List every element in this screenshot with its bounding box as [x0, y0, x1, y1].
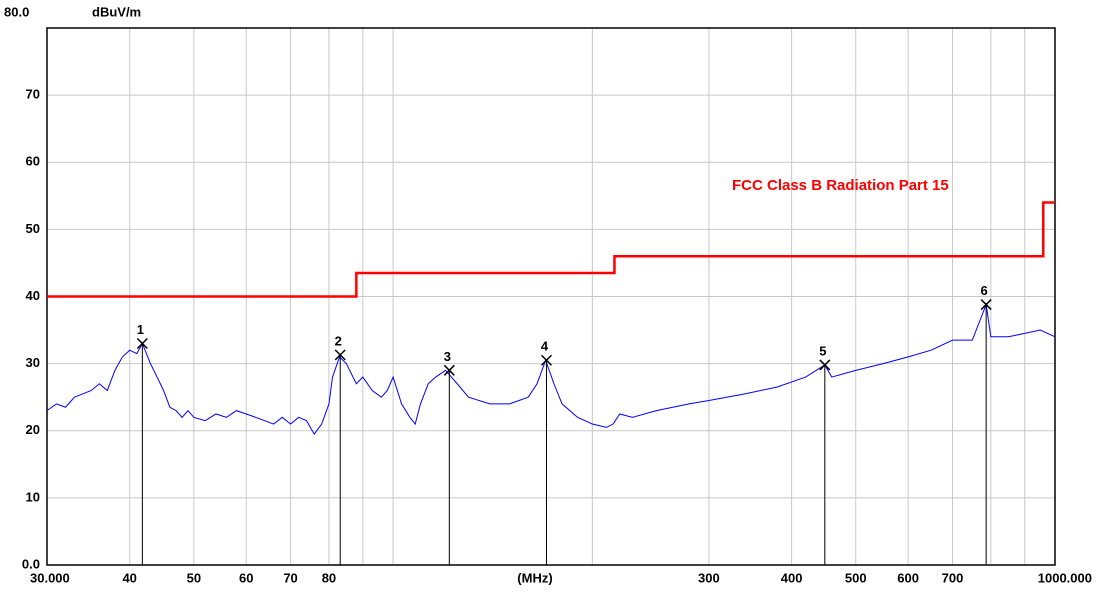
- x-tick-label: 30.000: [30, 570, 70, 585]
- x-tick-label: 50: [187, 570, 201, 585]
- y-axis-label: dBuV/m: [92, 4, 141, 19]
- y-tick-label: 40: [26, 288, 40, 303]
- marker: [136, 337, 148, 350]
- x-tick-label: 80: [322, 570, 336, 585]
- y-tick-label: 10: [26, 489, 40, 504]
- x-axis-label: (MHz): [517, 570, 552, 585]
- y-tick-label: 30: [26, 355, 40, 370]
- y-tick-label: 80.0: [4, 4, 29, 19]
- x-tick-label: 500: [845, 570, 867, 585]
- y-tick-label: 0.0: [22, 556, 40, 571]
- marker-label: 2: [335, 333, 342, 348]
- marker: [819, 359, 831, 371]
- series-line: [47, 201, 1055, 298]
- x-tick-label: 600: [897, 570, 919, 585]
- marker: [443, 364, 455, 376]
- x-tick-label: 700: [942, 570, 964, 585]
- marker-label: 4: [541, 339, 549, 354]
- y-tick-label: 20: [26, 422, 40, 437]
- marker: [980, 299, 992, 311]
- marker-label: 1: [137, 322, 144, 337]
- marker-label: 6: [981, 283, 988, 298]
- marker-label: 3: [444, 349, 451, 364]
- x-tick-label: 400: [781, 570, 803, 585]
- x-tick-label: 1000.000: [1038, 570, 1092, 585]
- x-tick-label: 300: [698, 570, 720, 585]
- annotation: FCC Class B Radiation Part 15: [732, 177, 949, 194]
- marker: [334, 349, 346, 361]
- y-tick-label: 50: [26, 221, 40, 236]
- x-tick-label: 60: [239, 570, 253, 585]
- x-tick-label: 40: [122, 570, 136, 585]
- x-tick-label: 70: [283, 570, 297, 585]
- y-tick-label: 70: [26, 87, 40, 102]
- y-tick-label: 60: [26, 154, 40, 169]
- marker: [540, 354, 553, 366]
- series-line: [46, 302, 1056, 436]
- marker-label: 5: [819, 343, 826, 358]
